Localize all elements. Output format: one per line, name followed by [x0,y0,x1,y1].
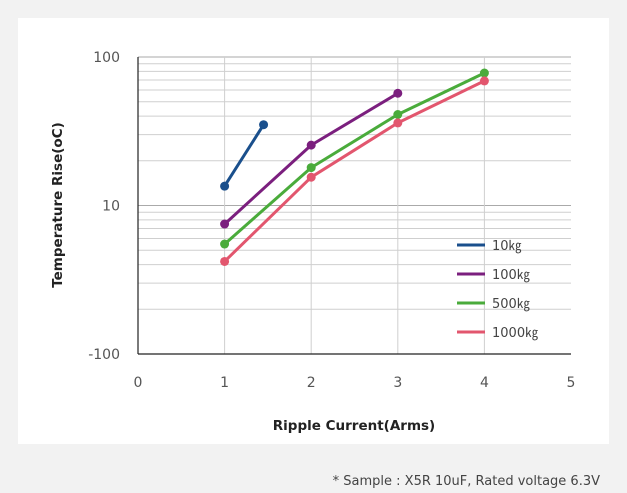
legend-label: 1000㎏ [492,326,538,341]
data-point [306,172,316,182]
y-tick-label: 100 [93,50,120,66]
x-tick-label: 0 [134,375,143,391]
data-point [479,76,489,86]
data-point [479,68,489,78]
legend-label: 100㎏ [492,268,530,283]
x-tick-label: 3 [393,375,402,391]
x-tick-label: 2 [307,375,316,391]
legend-label: 500㎏ [492,297,530,312]
data-point [393,118,403,128]
data-point [220,181,230,191]
footnote: * Sample : X5R 10uF, Rated voltage 6.3V [333,474,600,489]
grid [138,56,571,355]
data-point [306,163,316,173]
x-axis-title: Ripple Current(Arms) [273,418,435,434]
x-tick-label: 5 [567,375,576,391]
data-point [220,239,230,249]
y-tick-label: 10 [102,199,120,215]
data-point [220,219,230,229]
chart-background [18,18,609,444]
axes [137,57,571,355]
data-point [220,256,230,266]
tick-labels: 0 1 2 3 4 5 -100 10 100 [88,50,575,391]
series-line [223,71,486,246]
data-point [393,110,403,120]
data-point [393,88,403,98]
y-tick-label: -100 [88,347,120,363]
series-line [223,123,265,187]
legend: 10㎏ 100㎏ 500㎏ 1000㎏ [457,239,538,341]
series-line [223,79,486,263]
x-tick-label: 1 [220,375,229,391]
y-axis-title: Temperature Rise(oC) [50,122,66,288]
data-point [259,120,269,130]
data-point [306,140,316,150]
x-tick-label: 4 [480,375,489,391]
legend-label: 10㎏ [492,239,522,254]
series-layer [220,68,489,266]
